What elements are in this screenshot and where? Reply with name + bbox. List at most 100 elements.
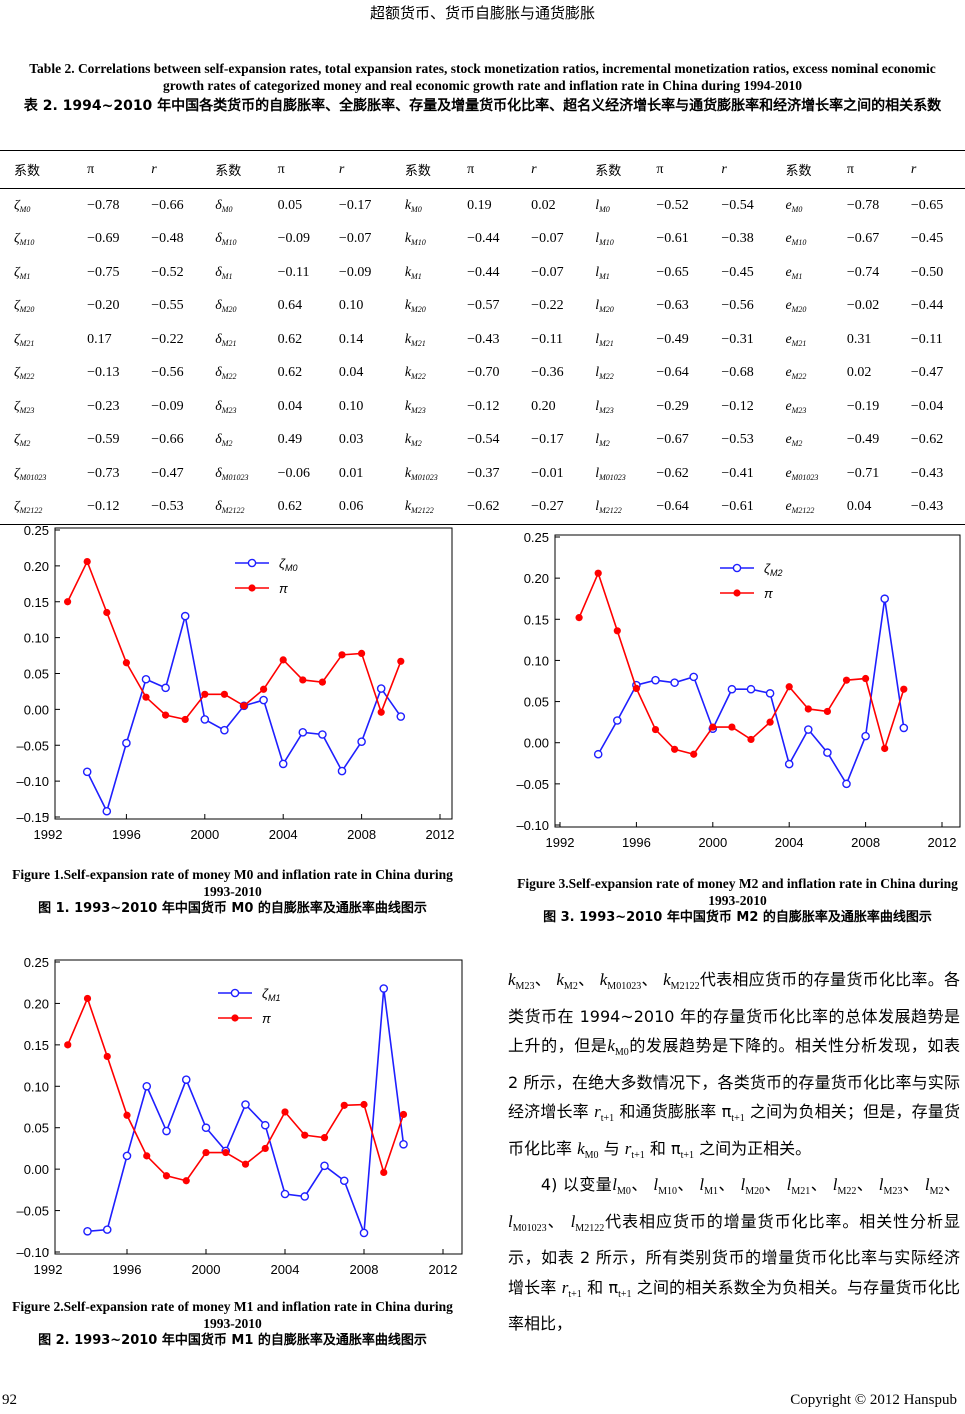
legend-label: ζM0 [279, 556, 298, 573]
x-tick-label: 2012 [928, 835, 957, 850]
variable-symbol: k [404, 398, 412, 414]
y-tick-label: –0.10 [516, 818, 549, 833]
row-variable: lM1 [594, 256, 655, 290]
variable-subscript: M0 [19, 204, 31, 214]
data-point [64, 598, 72, 606]
variable-subscript: M21 [19, 338, 35, 348]
x-tick-label: 2000 [190, 827, 219, 842]
y-tick-label: 0.15 [24, 1038, 49, 1053]
variable-symbol: l [595, 231, 600, 247]
variable-symbol: δ [215, 298, 222, 314]
variable-subscript: M1 [411, 271, 422, 281]
data-point [180, 611, 190, 621]
math-variable: l [832, 1175, 838, 1194]
table-cell: −0.62 [656, 465, 689, 481]
table-cell: −0.49 [846, 432, 880, 448]
row-variable: kM2122 [403, 490, 467, 525]
row-variable: ζM23 [0, 390, 86, 424]
row-variable: eM22 [784, 357, 845, 391]
variable-subscript: M22 [599, 372, 614, 382]
table-cell: −0.02 [846, 298, 880, 314]
data-point [143, 1152, 151, 1160]
y-tick-label: 0.25 [524, 530, 549, 545]
variable-symbol: ζ [14, 197, 20, 213]
table-header-cell: r [909, 150, 965, 189]
variable-symbol: ζ [14, 231, 20, 247]
data-point [670, 678, 679, 687]
table-cell: −0.11 [531, 331, 564, 347]
table-header-cell: π [655, 150, 721, 189]
variable-subscript: M01023 [221, 472, 249, 482]
variable-subscript: M20 [19, 305, 35, 315]
data-point [161, 683, 170, 693]
variable-symbol: δ [215, 331, 222, 347]
variable-symbol: k [404, 499, 412, 515]
table-cell: −0.13 [87, 365, 120, 381]
table-cell: −0.52 [151, 264, 184, 280]
table-cell: 0.04 [338, 365, 364, 381]
variable-symbol: e [785, 398, 792, 414]
data-point [377, 708, 385, 716]
row-variable: eM20 [784, 290, 845, 324]
y-tick-label: –0.05 [516, 777, 549, 792]
data-point [396, 712, 406, 721]
text-run: 与 [598, 1138, 625, 1158]
math-subscript: M22 [837, 1186, 857, 1197]
table-cell: −0.53 [721, 432, 754, 448]
data-point [142, 1081, 152, 1091]
y-tick-label: 0.05 [24, 1121, 49, 1136]
data-point [337, 766, 347, 776]
variable-subscript: M1 [19, 271, 31, 281]
variable-subscript: M2 [19, 439, 31, 449]
table-cell: 0.62 [276, 490, 338, 525]
text-run: 代表相应货币的增量货币化比率。相关性分析显示，如表 2 所示，所有类别货币的增量… [508, 1211, 960, 1297]
data-point [613, 627, 621, 635]
figure-1: 0.25 0.20 0.15 0.10 0.05 0.00 –0.05 –0.10 –0.15 1… [0, 518, 460, 863]
paragraph: kM23、 kM2、 kM01023、 kM2122代表相应货币的存量货币化比率… [508, 965, 960, 1170]
x-tick-label: 1996 [113, 1262, 142, 1277]
row-variable: δM20 [214, 290, 276, 324]
variable-symbol: δ [215, 465, 222, 481]
table-cell: −0.67 [656, 432, 689, 448]
table-cell: −0.68 [721, 365, 754, 381]
table-cell: −0.61 [656, 231, 689, 247]
math-subscript: M20 [745, 1186, 765, 1197]
data-point [240, 702, 248, 710]
variable-subscript: M1 [599, 271, 610, 281]
math-subscript: t+1 [731, 1113, 745, 1124]
x-tick-label: 1992 [34, 827, 63, 842]
row-variable: lM2122 [594, 490, 656, 525]
y-tick-label: –0.15 [16, 810, 49, 825]
table-cell: −0.54 [467, 432, 500, 448]
table-row: ζM20 −0.20 −0.55 δM20 0.64 0.10 kM20 −0.57 −0.22… [0, 290, 965, 324]
math-subscript: t+1 [618, 1288, 632, 1300]
table-cell: −0.47 [910, 365, 944, 381]
variable-subscript: M01023 [411, 472, 438, 482]
data-point [281, 1108, 289, 1116]
variable-symbol: e [785, 331, 792, 347]
math-subscript: t+1 [680, 1149, 695, 1161]
variable-subscript: M0 [599, 204, 610, 214]
data-point [823, 748, 832, 757]
row-variable: lM22 [594, 357, 655, 391]
x-tick-label: 2012 [429, 1262, 458, 1277]
math-variable: l [612, 1175, 617, 1194]
table-cell: −0.12 [721, 398, 754, 414]
data-point [575, 614, 583, 622]
data-point [823, 707, 831, 716]
table-cell: −0.06 [277, 465, 310, 481]
table-cell: −0.74 [846, 264, 880, 280]
y-tick-label: 0.25 [24, 523, 49, 538]
variable-subscript: M2122 [411, 506, 434, 516]
table-row: ζM23 −0.23 −0.09 δM23 0.04 0.10 kM23 −0.12 0.20 l… [0, 390, 965, 424]
math-subscript: M23 [883, 1186, 903, 1197]
row-variable: eM1 [784, 256, 845, 290]
table-cell: −0.43 [467, 331, 500, 347]
table-cell: −0.23 [87, 398, 120, 414]
math-variable: l [924, 1175, 930, 1194]
x-tick-label: 1996 [112, 827, 141, 842]
table-cell: −0.75 [87, 264, 120, 280]
figure-2-caption: Figure 2.Self-expansion rate of money M1… [10, 1298, 455, 1349]
row-variable: kM20 [404, 290, 466, 324]
table-cell: 0.14 [338, 331, 364, 347]
